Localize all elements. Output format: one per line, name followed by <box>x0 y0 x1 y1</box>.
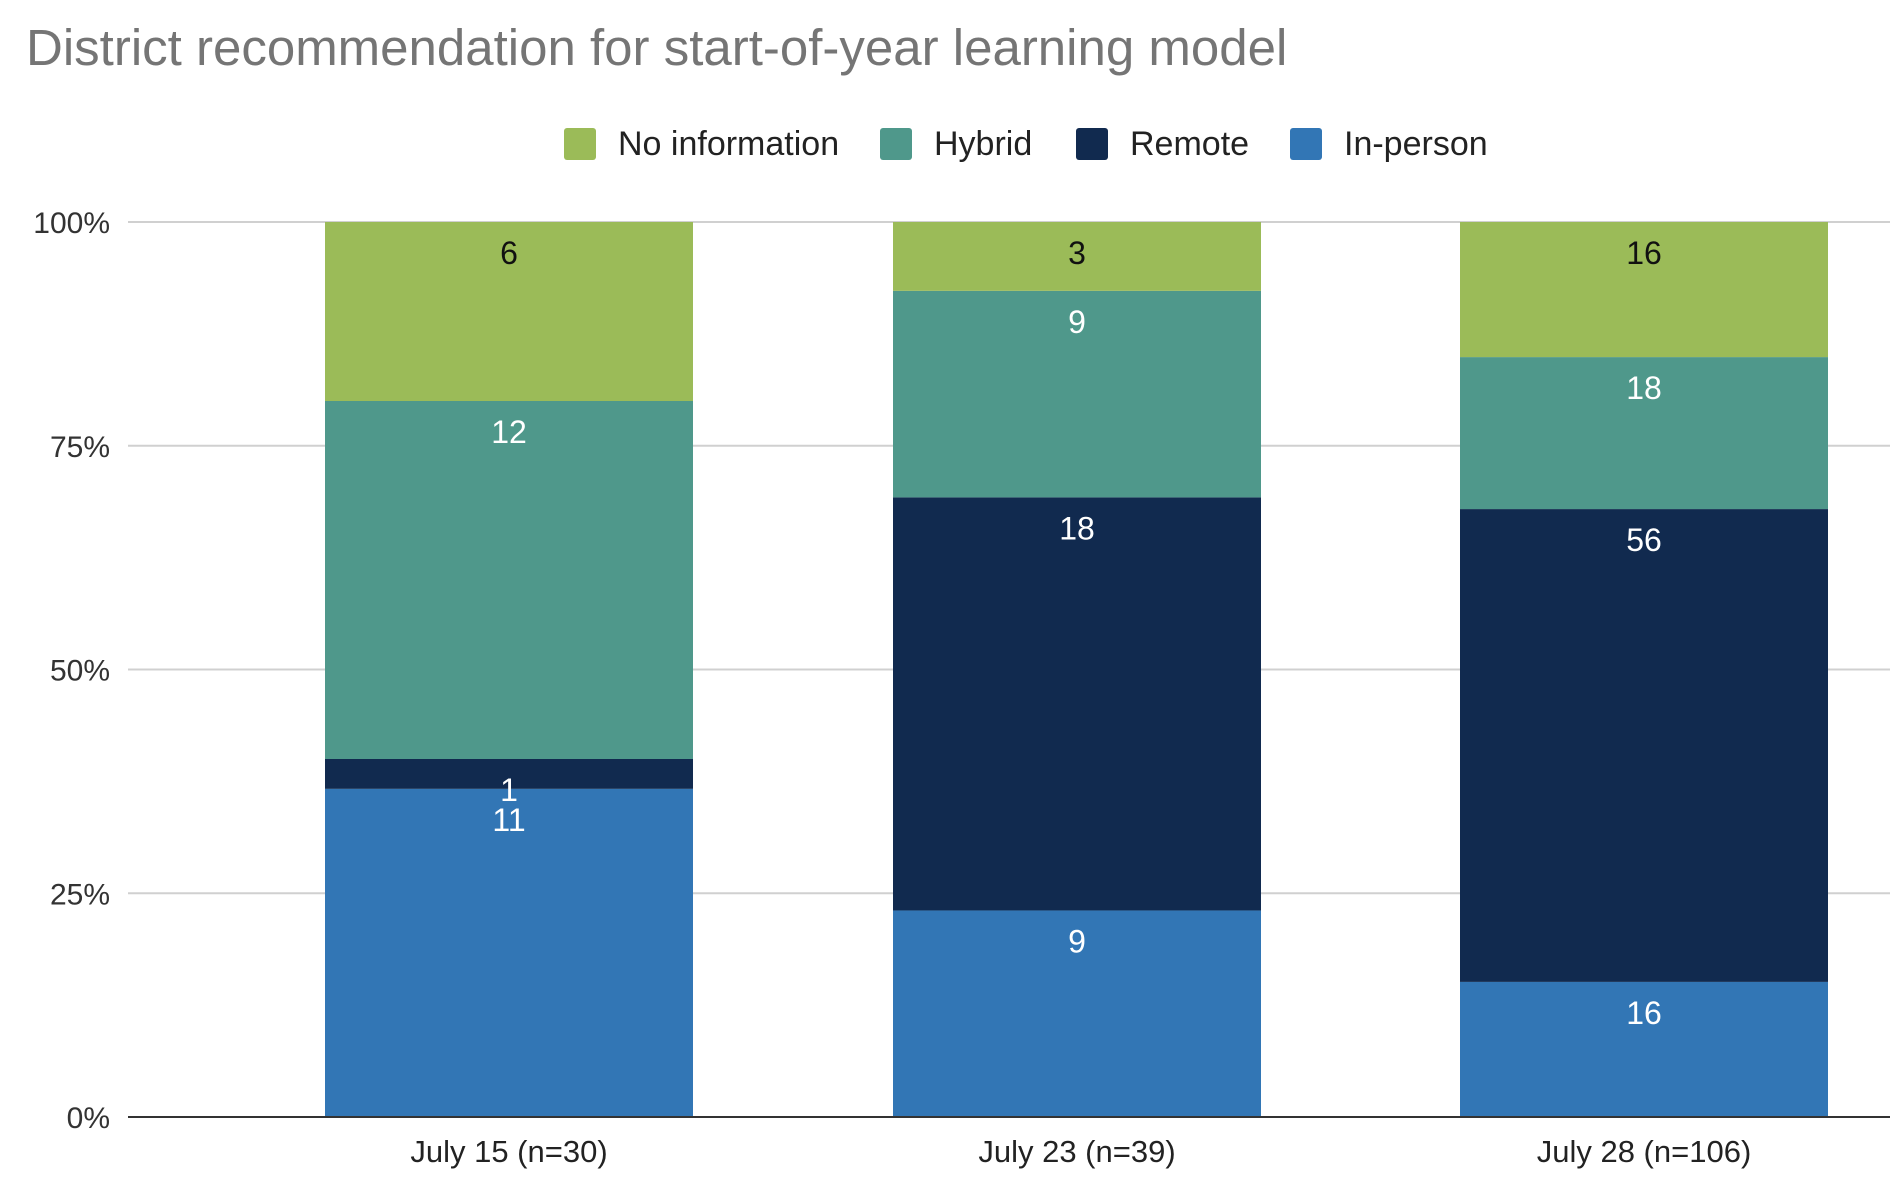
data-label: 11 <box>492 802 525 838</box>
data-label: 56 <box>1626 522 1662 558</box>
bar-segment <box>1460 222 1828 358</box>
data-label: 18 <box>1059 510 1095 546</box>
data-label: 16 <box>1626 235 1662 271</box>
bar-segment <box>1460 981 1828 1117</box>
y-tick-label: 0% <box>67 1102 110 1135</box>
bar-segment <box>325 788 693 1117</box>
y-tick-label: 25% <box>50 878 110 911</box>
legend-swatch <box>880 128 912 160</box>
legend-label: Hybrid <box>934 124 1033 163</box>
legend-label: No information <box>618 124 840 163</box>
legend-item-hybrid[interactable]: Hybrid <box>880 118 1032 170</box>
x-tick-label: July 28 (n=106) <box>1537 1134 1752 1169</box>
bar-segment <box>893 222 1261 291</box>
legend-item-remote[interactable]: Remote <box>1076 118 1249 170</box>
legend-swatch <box>1290 128 1322 160</box>
chart-legend: No information Hybrid Remote In-person <box>0 118 1890 170</box>
y-tick-label: 75% <box>50 431 110 464</box>
bar-segment <box>893 497 1261 911</box>
legend-label: In-person <box>1344 124 1488 163</box>
bar-segment <box>893 290 1261 498</box>
data-label: 9 <box>1068 923 1086 959</box>
chart-title: District recommendation for start-of-yea… <box>26 19 1288 76</box>
legend-item-in-person[interactable]: In-person <box>1290 118 1488 170</box>
data-label: 6 <box>500 235 518 271</box>
x-tick-label: July 23 (n=39) <box>978 1134 1175 1169</box>
data-label: 18 <box>1626 370 1662 406</box>
legend-item-no-information[interactable]: No information <box>564 118 839 170</box>
bar-segment <box>893 910 1261 1117</box>
data-label: 9 <box>1068 304 1086 340</box>
bar-segment <box>1460 357 1828 510</box>
legend-swatch <box>1076 128 1108 160</box>
legend-label: Remote <box>1130 124 1250 163</box>
data-label: 3 <box>1068 235 1086 271</box>
data-label: 1 <box>500 772 518 808</box>
data-label: 12 <box>491 414 527 450</box>
data-label: 16 <box>1626 995 1662 1031</box>
y-tick-label: 100% <box>33 207 110 240</box>
bar-segment <box>325 222 693 401</box>
x-tick-label: July 15 (n=30) <box>410 1134 607 1169</box>
y-tick-label: 50% <box>50 655 110 688</box>
bar-segment <box>325 759 693 789</box>
legend-swatch <box>564 128 596 160</box>
bar-segment <box>325 401 693 759</box>
bar-segment <box>1460 509 1828 982</box>
